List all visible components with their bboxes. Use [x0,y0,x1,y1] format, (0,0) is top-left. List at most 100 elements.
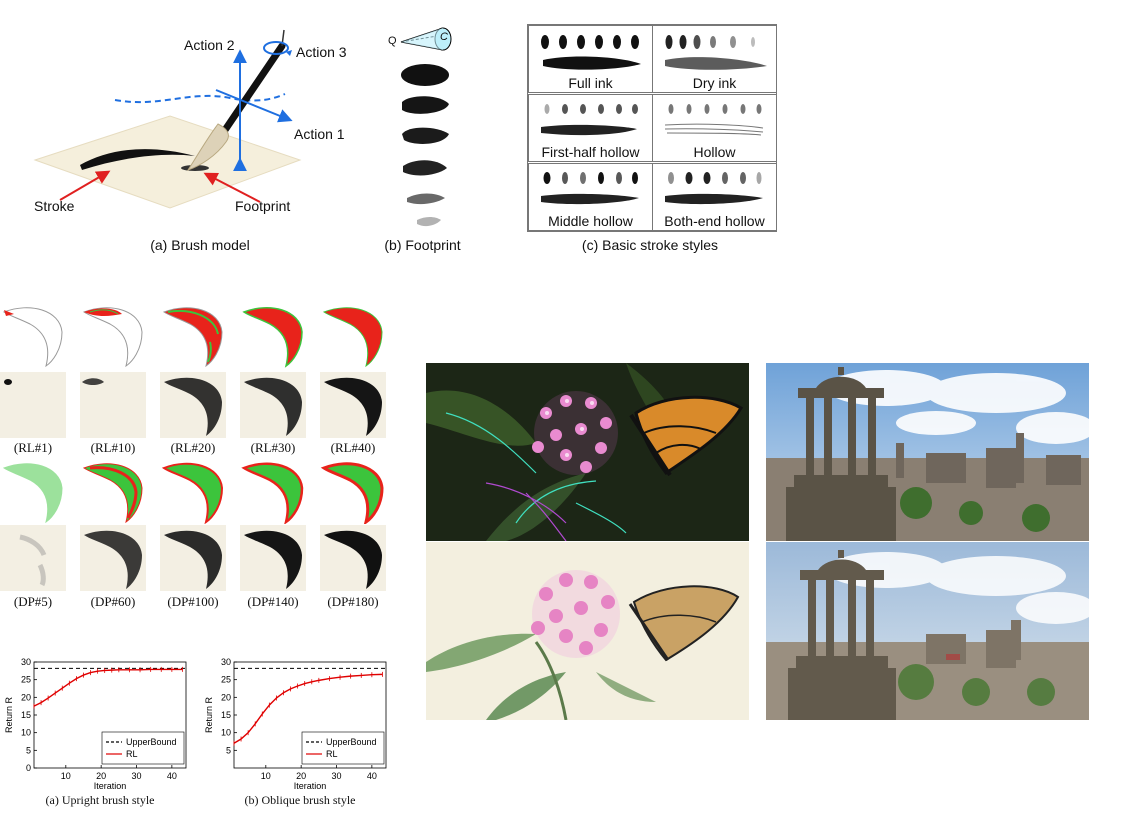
rl-label: (RL#20) [170,440,216,455]
x-axis-label: Iteration [294,781,327,790]
stroke-arrow [59,170,111,201]
footprint-4 [403,160,447,176]
fig-a-caption: (a) Brush model [150,237,250,253]
footprint-5 [407,193,445,205]
y-tick-label: 5 [226,745,231,755]
legend-label: RL [326,749,338,759]
q-label: Q [388,35,397,47]
rl-label: (RL#30) [250,440,296,455]
flower-photo-original [426,363,749,541]
style-cell-middle-hollow: Middle hollow [528,163,653,231]
trajectory-dashed [114,93,286,104]
y-tick-label: 5 [26,745,31,755]
x-tick-label: 20 [296,771,306,781]
dp-label: (DP#140) [247,594,299,609]
butterfly-shape [629,395,744,477]
chart-oblique-caption: (b) Oblique brush style [244,793,356,807]
x-tick-label: 40 [167,771,177,781]
rl-outline-tile-5 [320,302,386,368]
y-tick-label: 0 [26,763,31,773]
rl-outline-tile-1 [0,302,66,368]
y-tick-label: 10 [21,728,31,738]
dp-outline-tile-1 [0,458,66,524]
y-tick-label: 10 [221,728,231,738]
rl-outline-tile-2 [80,302,146,368]
brush-hair [186,123,229,171]
chart-oblique-svg: 5 10 15 20 25 30 10 20 30 40 Iteration Return R Uppe… [204,657,387,791]
rl-ink-tile-3 [160,372,226,438]
rl-outline-tile-4 [240,302,306,368]
stroke-label: Stroke [34,198,75,214]
rl-label: (RL#1) [13,440,53,455]
brush-model-illustration [33,29,302,209]
footprint-2 [402,96,449,114]
footprint-1 [401,64,449,86]
y-tick-label: 20 [221,692,231,702]
dp-outline-tile-3 [160,458,226,524]
style-cell-first-half-hollow: First-half hollow [528,94,653,162]
x-tick-label: 30 [332,771,342,781]
legend-label: UpperBound [126,737,177,747]
chart-upright: 0 5 10 15 20 25 30 10 20 30 40 Iteration Return R Upp… [0,650,200,814]
x-tick-label: 40 [367,771,377,781]
x-tick-label: 20 [96,771,106,781]
dp-ink-tile-1 [0,525,66,591]
y-tick-label: 15 [21,710,31,720]
flower-painting [426,542,749,720]
style-label: Full ink [568,75,613,91]
chart-upright-svg: 0 5 10 15 20 25 30 10 20 30 40 Iteration Return R Upp… [4,657,187,791]
footprint-3 [402,127,449,144]
dp-label: (DP#5) [13,594,53,609]
legend-box [301,731,385,765]
y-tick-label: 20 [21,692,31,702]
footprint-6 [417,217,441,227]
footprint-label: Footprint [235,198,291,214]
painted-butterfly [628,585,740,662]
painted-monument-shape [788,550,896,720]
x-tick-label: 30 [132,771,142,781]
ink-stroke [80,149,195,170]
footprint-illustration [400,27,452,227]
dp-ink-tile-3 [160,525,226,591]
y-axis-label: Return R [4,696,14,733]
x-tick-label: 10 [261,771,271,781]
city-painting [766,542,1089,720]
y-tick-label: 25 [221,675,231,685]
wireframe-leaves [445,412,627,534]
dp-outline-tile-5 [320,458,386,524]
style-cell-full-ink: Full ink [528,25,653,93]
x-tick-label: 10 [61,771,71,781]
dp-label: (DP#180) [327,594,379,609]
dp-ink-tile-4 [240,525,306,591]
fig-c-caption: (c) Basic stroke styles [581,237,719,253]
dp-ink-tile-2 [80,525,146,591]
legend-box [101,731,185,765]
dp-outline-tile-4 [240,458,306,524]
rl-ink-tile-2 [80,372,146,438]
monument-shape [786,367,896,541]
y-axis-label: Return R [204,696,214,733]
y-tick-label: 30 [21,657,31,667]
action2-label: Action 2 [184,37,235,53]
legend-label: RL [126,749,138,759]
flower-cluster [532,391,618,475]
dp-label: (DP#60) [90,594,136,609]
brush-handle [221,42,286,134]
dp-outline-tile-2 [80,458,146,524]
legend-label: UpperBound [326,737,377,747]
style-cell-both-end-hollow: Both-end hollow [652,163,777,231]
dp-ink-tile-5 [320,525,386,591]
style-cell-hollow: Hollow [652,94,777,162]
x-axis-label: Iteration [94,781,127,790]
rl-ink-tile-5 [320,372,386,438]
y-tick-label: 15 [221,710,231,720]
style-label: First-half hollow [541,144,640,160]
chart-upright-caption: (a) Upright brush style [45,793,155,807]
fig-b-caption: (b) Footprint [384,237,461,253]
style-label: Hollow [693,144,736,160]
chart-oblique: 5 10 15 20 25 30 10 20 30 40 Iteration Return R Uppe… [200,650,400,814]
rl-ink-tile-1 [0,372,66,438]
style-label: Middle hollow [548,213,633,229]
rl-label: (RL#10) [90,440,136,455]
painted-flower-cluster [531,570,620,658]
